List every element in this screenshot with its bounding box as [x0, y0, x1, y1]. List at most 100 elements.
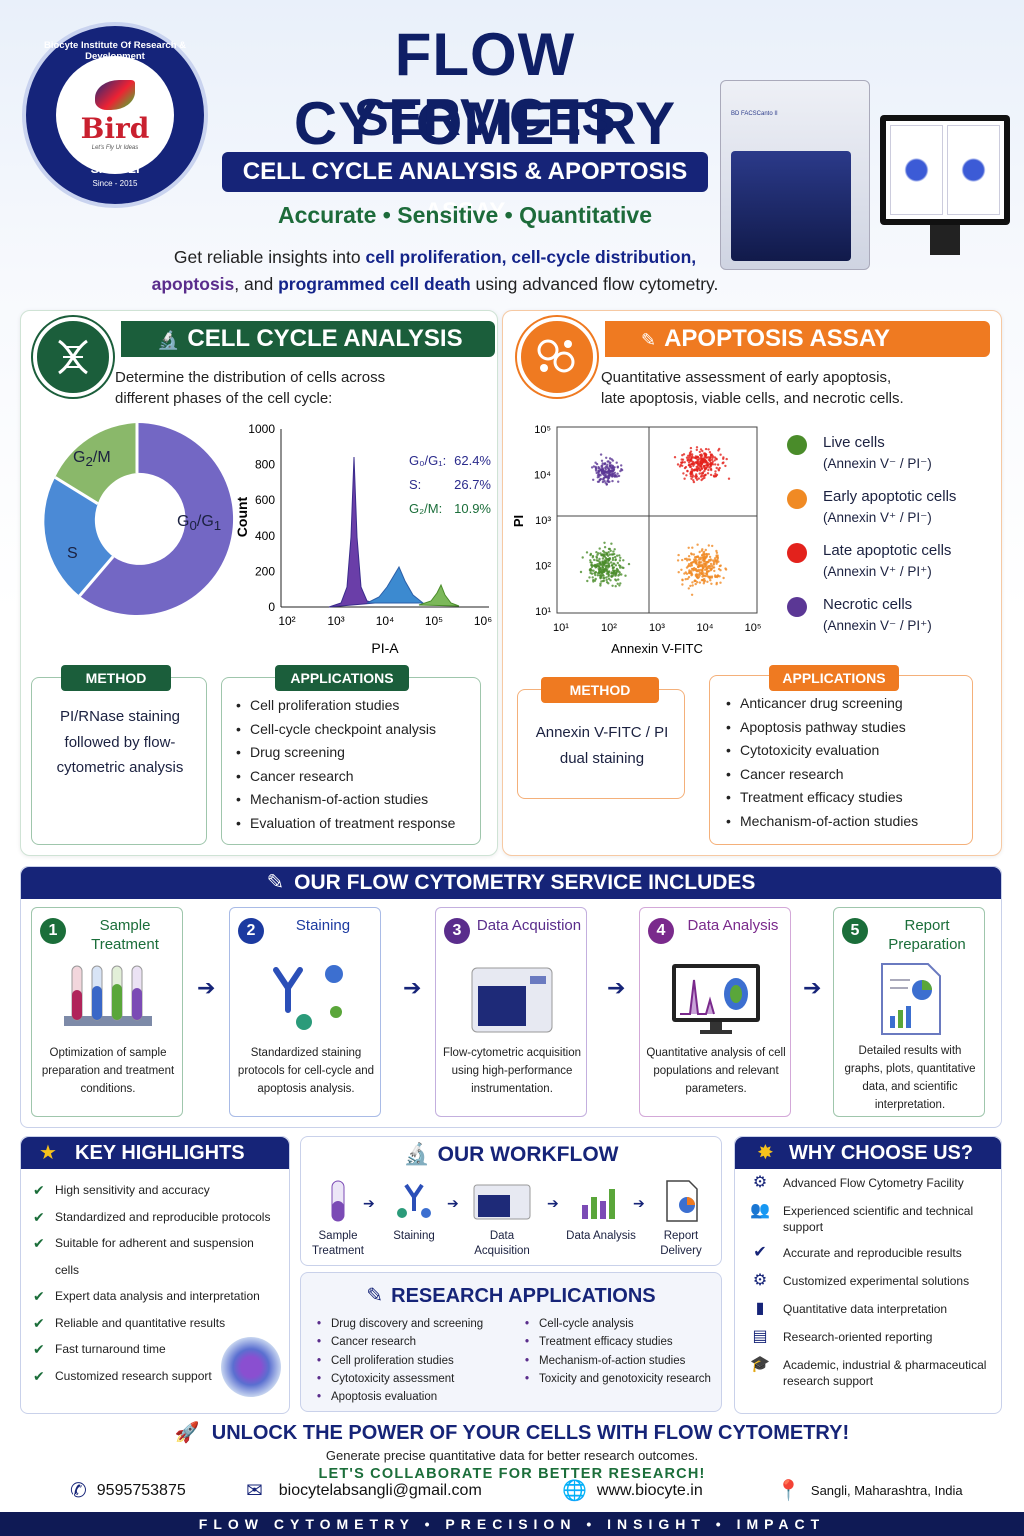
- early-apoptotic-dot: [704, 574, 707, 578]
- early-apoptotic-dot: [694, 561, 698, 564]
- live-cells-dot: [607, 571, 610, 574]
- scatter-y-tick: 10⁴: [534, 470, 551, 482]
- star-badge-icon: ✸: [757, 1142, 774, 1164]
- application-item: Cell-cycle checkpoint analysis: [234, 718, 455, 742]
- early-apoptotic-dot: [699, 571, 703, 574]
- research-item: Cytotoxicity assessment: [317, 1370, 483, 1389]
- late-apoptotic-dot: [699, 455, 703, 459]
- early-apoptotic-dot: [687, 546, 690, 549]
- website-link[interactable]: www.biocyte.in: [596, 1481, 703, 1499]
- hist-legend-label: S:: [409, 477, 421, 492]
- email-contact[interactable]: ✉ biocytelabsangli@gmail.com: [246, 1478, 482, 1503]
- step-title: Data Analysis: [687, 917, 779, 934]
- necrotic-dot: [608, 462, 611, 465]
- arrow-right-icon: ➔: [197, 975, 216, 1000]
- live-cells-dot: [606, 558, 609, 561]
- live-cells-dot: [616, 561, 619, 565]
- service-step-1: 1 Sample Treatment Optimization of sampl…: [31, 907, 183, 1117]
- early-apoptotic-dot: [683, 572, 686, 575]
- live-cells-dot: [602, 549, 605, 553]
- early-apoptotic-dot: [719, 564, 722, 567]
- early-apoptotic-dot: [691, 546, 694, 549]
- late-apoptotic-dot: [708, 451, 712, 454]
- early-apoptotic-dot: [693, 558, 696, 561]
- late-apoptotic-dot: [715, 458, 718, 461]
- necrotic-dot: [620, 464, 623, 467]
- late-apoptotic-dot: [725, 457, 728, 461]
- late-apoptotic-dot: [709, 473, 713, 477]
- cytometer-icon: [471, 967, 553, 1033]
- cell-cycle-panel: 🔬 CELL CYCLE ANALYSIS Determine the distr…: [20, 310, 498, 856]
- phone-contact[interactable]: ✆ 9595753875: [70, 1478, 186, 1503]
- scatter-x-tick: 10¹: [553, 622, 569, 634]
- application-item: Cell proliferation studies: [234, 694, 455, 718]
- late-apoptotic-dot: [685, 456, 689, 459]
- late-apoptotic-dot: [714, 472, 717, 476]
- live-cells-dot: [619, 566, 622, 569]
- live-cells-dot: [595, 565, 598, 568]
- late-apoptotic-dot: [699, 448, 703, 451]
- live-cells-dot: [599, 584, 602, 587]
- live-cells-dot: [618, 559, 622, 562]
- late-apoptotic-dot: [706, 472, 710, 475]
- monitor-plot: [890, 125, 943, 215]
- legend-dot: [787, 489, 807, 509]
- late-apoptotic-dot: [717, 449, 720, 452]
- services-section: ✎ OUR FLOW CYTOMETRY SERVICE INCLUDES 1 S…: [20, 866, 1002, 1128]
- cell-illustration: [221, 1337, 281, 1397]
- donut-label-s: S: [67, 545, 78, 562]
- research-item: Treatment efficacy studies: [525, 1333, 711, 1352]
- live-cells-dot: [615, 571, 618, 575]
- live-cells-dot: [592, 569, 595, 572]
- live-cells-dot: [604, 566, 608, 570]
- intro-part: Get reliable insights into: [173, 247, 366, 267]
- necrotic-dot: [610, 473, 613, 476]
- live-cells-dot: [599, 570, 603, 573]
- early-apoptotic-dot: [722, 576, 725, 580]
- early-apoptotic-dot: [687, 576, 691, 579]
- why-choose-us-title: WHY CHOOSE US?: [789, 1142, 974, 1164]
- application-item: Drug screening: [234, 741, 455, 765]
- late-apoptotic-dot: [689, 446, 693, 450]
- necrotic-dot: [597, 470, 600, 473]
- live-cells-dot: [579, 570, 583, 574]
- legend-detail: (Annexin V⁻ / PI⁺): [823, 618, 932, 633]
- live-cells-dot: [601, 565, 604, 569]
- website-contact[interactable]: 🌐 www.biocyte.in: [562, 1478, 703, 1503]
- highlight-item: Customized research support: [31, 1363, 279, 1390]
- early-apoptotic-dot: [708, 555, 712, 559]
- intro-text: Get reliable insights into cell prolifer…: [120, 244, 750, 298]
- early-apoptotic-dot: [701, 556, 704, 560]
- arrow-right-icon: ➔: [403, 975, 422, 1000]
- live-cells-dot: [618, 554, 621, 557]
- live-cells-dot: [590, 563, 593, 567]
- live-cells-dot: [600, 553, 603, 557]
- late-apoptotic-dot: [704, 467, 707, 470]
- legend-detail: (Annexin V⁺ / PI⁺): [823, 564, 932, 579]
- late-apoptotic-dot: [727, 477, 731, 480]
- pipette-icon: ✎: [266, 871, 285, 894]
- live-cells-dot: [620, 573, 623, 576]
- live-cells-dot: [598, 574, 602, 577]
- why-choose-us-box: ✸ WHY CHOOSE US? ⚙ Advanced Flow Cytometry…: [734, 1136, 1002, 1414]
- legend-entry: Live cells (Annexin V⁻ / PI⁻): [787, 433, 997, 487]
- services-heading: ✎ OUR FLOW CYTOMETRY SERVICE INCLUDES: [21, 867, 1001, 899]
- early-apoptotic-dot: [705, 563, 708, 566]
- early-apoptotic-dot: [681, 558, 684, 562]
- ap-method-box: Annexin V-FITC / PI dual staining: [517, 689, 685, 799]
- late-apoptotic-dot: [695, 478, 699, 481]
- early-apoptotic-dot: [709, 558, 712, 561]
- cc-method-box: PI/RNase staining followed by flow-cytom…: [31, 677, 207, 845]
- necrotic-dot: [597, 467, 600, 470]
- generate-text: Generate precise quantitative data for b…: [325, 1448, 699, 1463]
- early-apoptotic-dot: [690, 593, 694, 596]
- necrotic-dot: [608, 464, 612, 467]
- early-apoptotic-dot: [714, 575, 717, 578]
- early-apoptotic-dot: [687, 587, 690, 590]
- live-cells-dot: [619, 556, 622, 559]
- early-apoptotic-dot: [690, 570, 693, 573]
- step-number: 4: [648, 918, 674, 944]
- live-cells-dot: [585, 551, 589, 554]
- step-title: Data Acquistion: [476, 917, 582, 934]
- analysis-monitor-icon: [672, 964, 760, 1034]
